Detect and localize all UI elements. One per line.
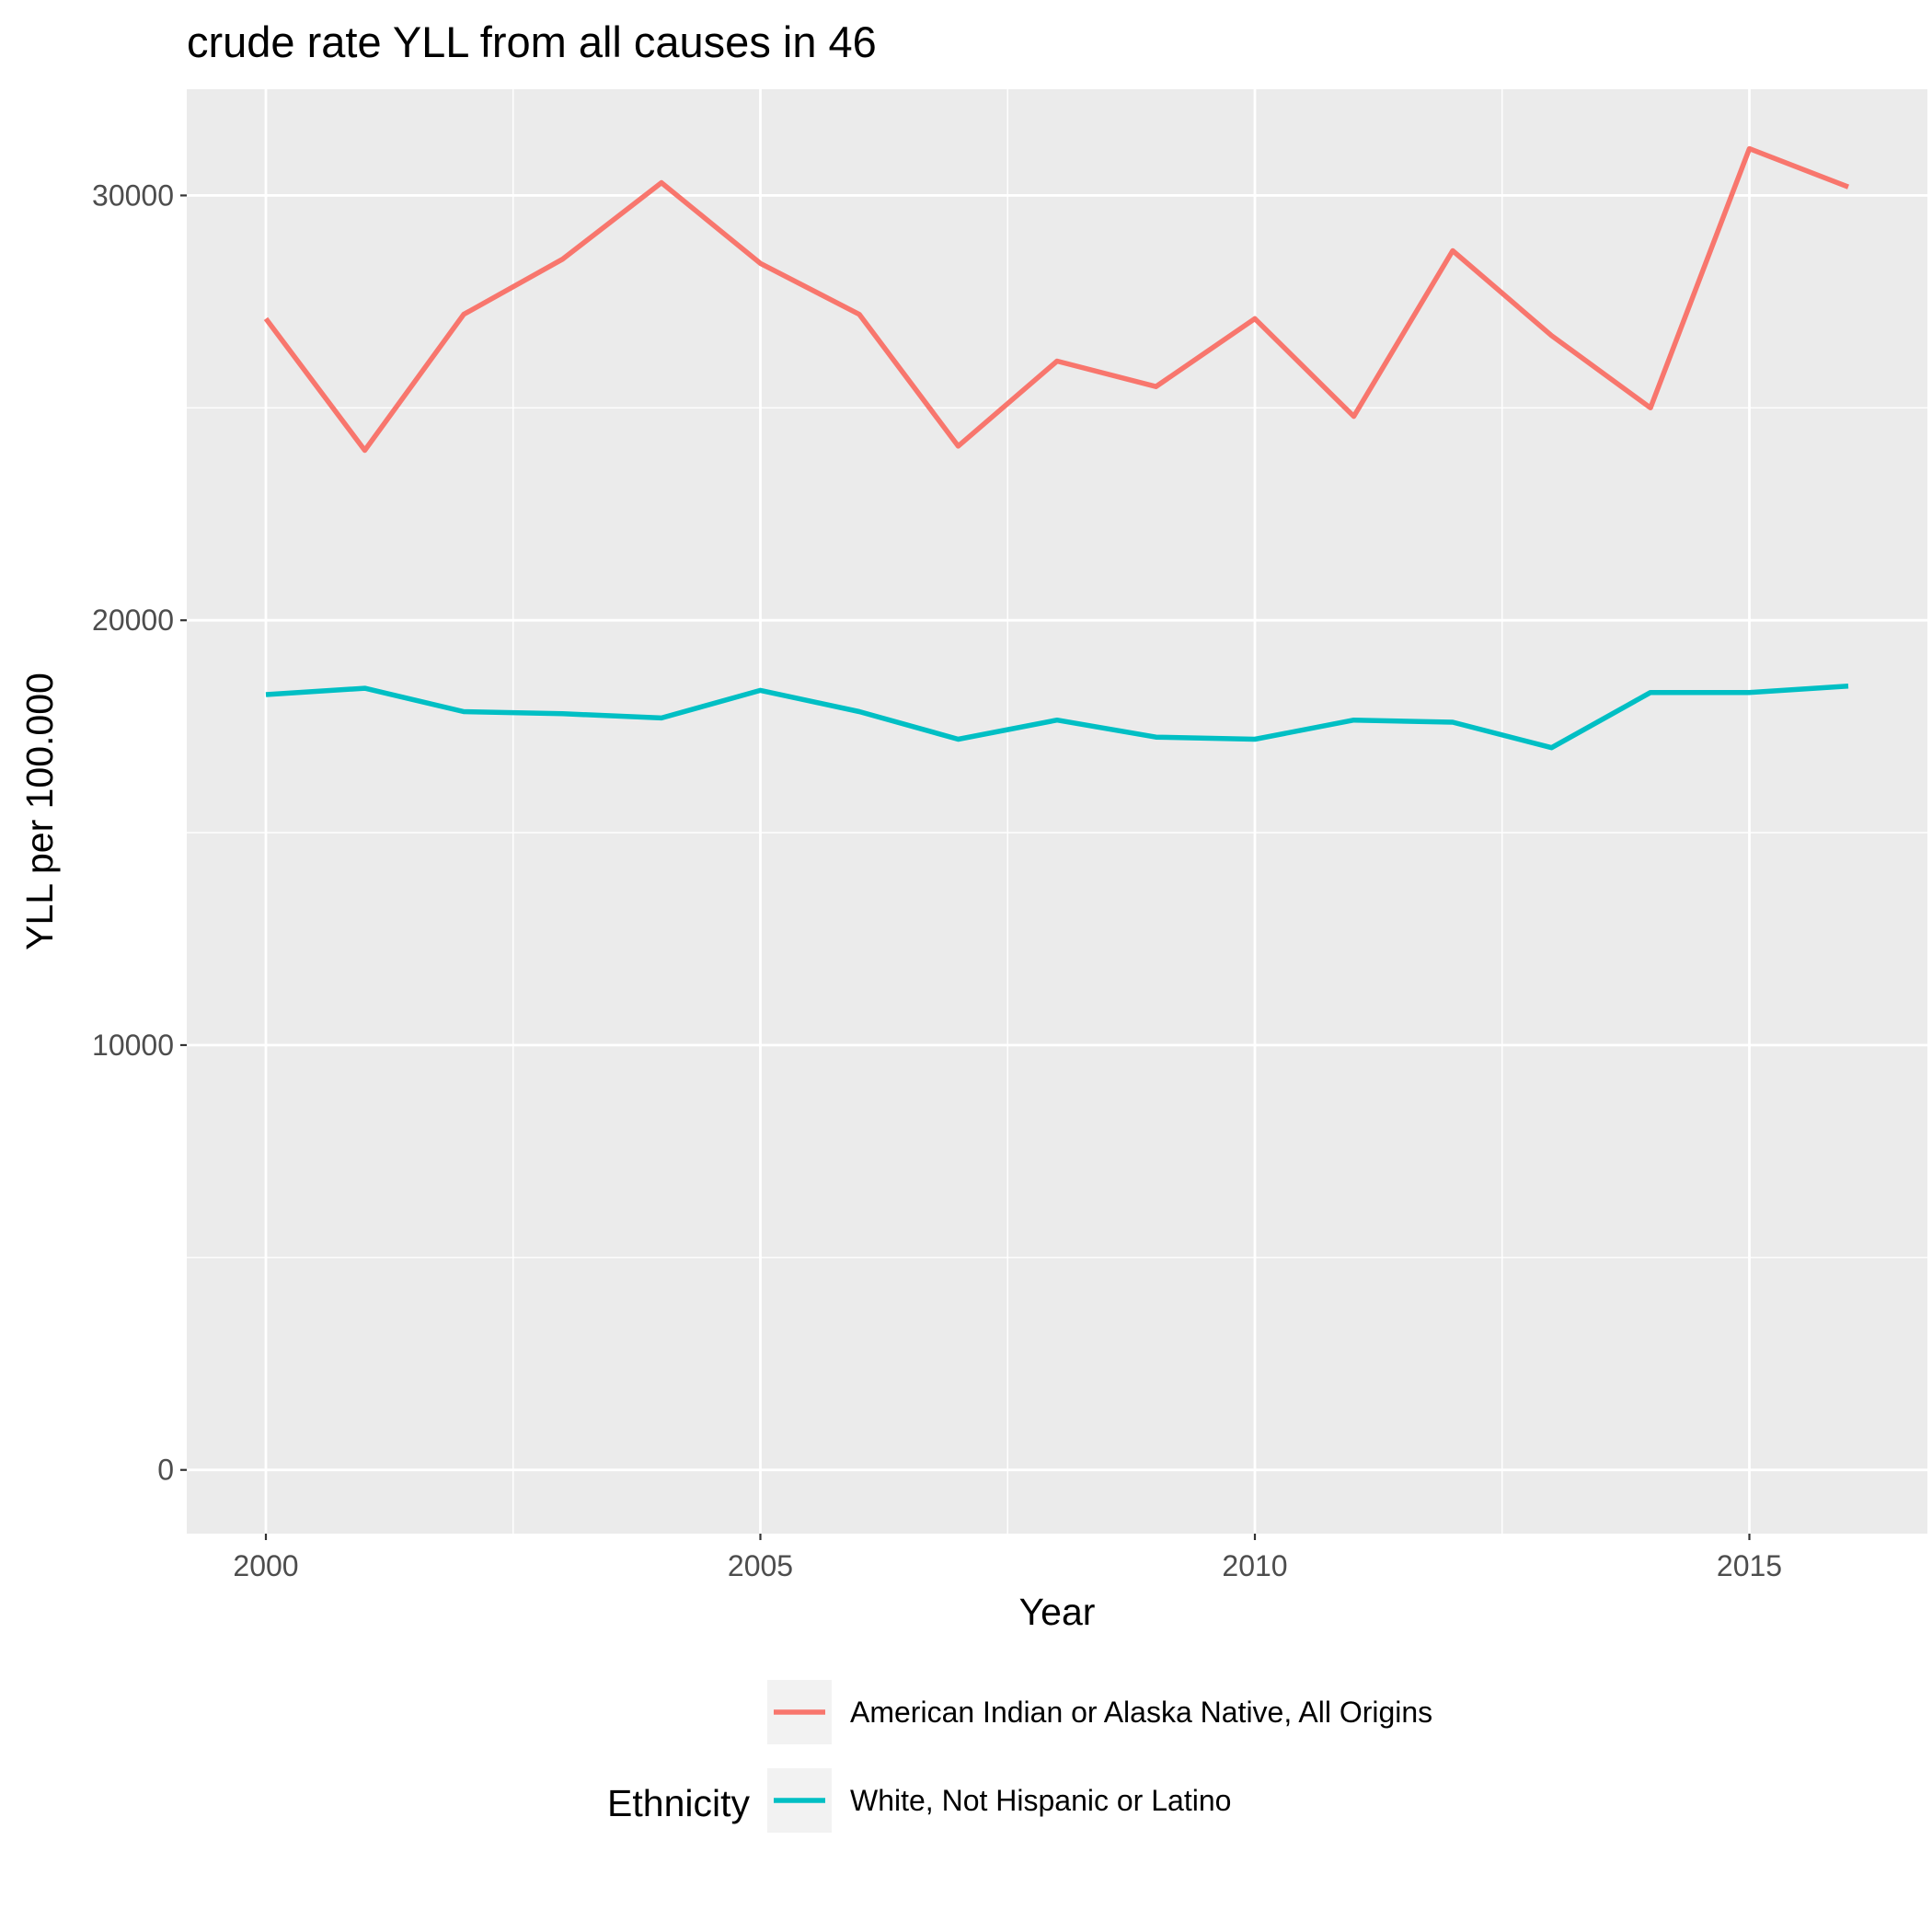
minor-gridlines: [187, 89, 1927, 1534]
x-tick-label: 2005: [728, 1549, 793, 1582]
legend-key-1: [767, 1680, 832, 1744]
x-axis-title: Year: [1019, 1591, 1096, 1633]
y-tick-label: 20000: [92, 604, 174, 637]
x-tick-label: 2010: [1222, 1549, 1287, 1582]
y-tick-label: 0: [157, 1454, 174, 1487]
y-axis-title: YLL per 100.000: [18, 673, 61, 950]
x-axis-ticks: 2000 2005 2010 2015: [233, 1534, 1782, 1582]
series-line-1: [263, 145, 1849, 454]
legend-label: White, Not Hispanic or Latino: [850, 1784, 1231, 1817]
chart-title: crude rate YLL from all causes in 46: [187, 17, 877, 66]
legend-key-2: [767, 1768, 832, 1833]
series-lines: [263, 145, 1849, 751]
y-tick-label: 30000: [92, 178, 174, 212]
legend-label: American Indian or Alaska Native, All Or…: [850, 1696, 1432, 1729]
legend: Ethnicity American Indian or Alaska Nati…: [607, 1680, 1432, 1833]
x-tick-label: 2000: [233, 1549, 298, 1582]
major-gridlines: [187, 89, 1927, 1534]
y-tick-label: 10000: [92, 1029, 174, 1062]
series-line-2: [265, 684, 1849, 751]
y-axis-ticks: 0 10000 20000 30000: [92, 178, 187, 1487]
x-tick-label: 2015: [1717, 1549, 1782, 1582]
plot-panel: [187, 89, 1927, 1534]
legend-title: Ethnicity: [607, 1782, 750, 1824]
legend-keys: American Indian or Alaska Native, All Or…: [767, 1680, 1432, 1833]
